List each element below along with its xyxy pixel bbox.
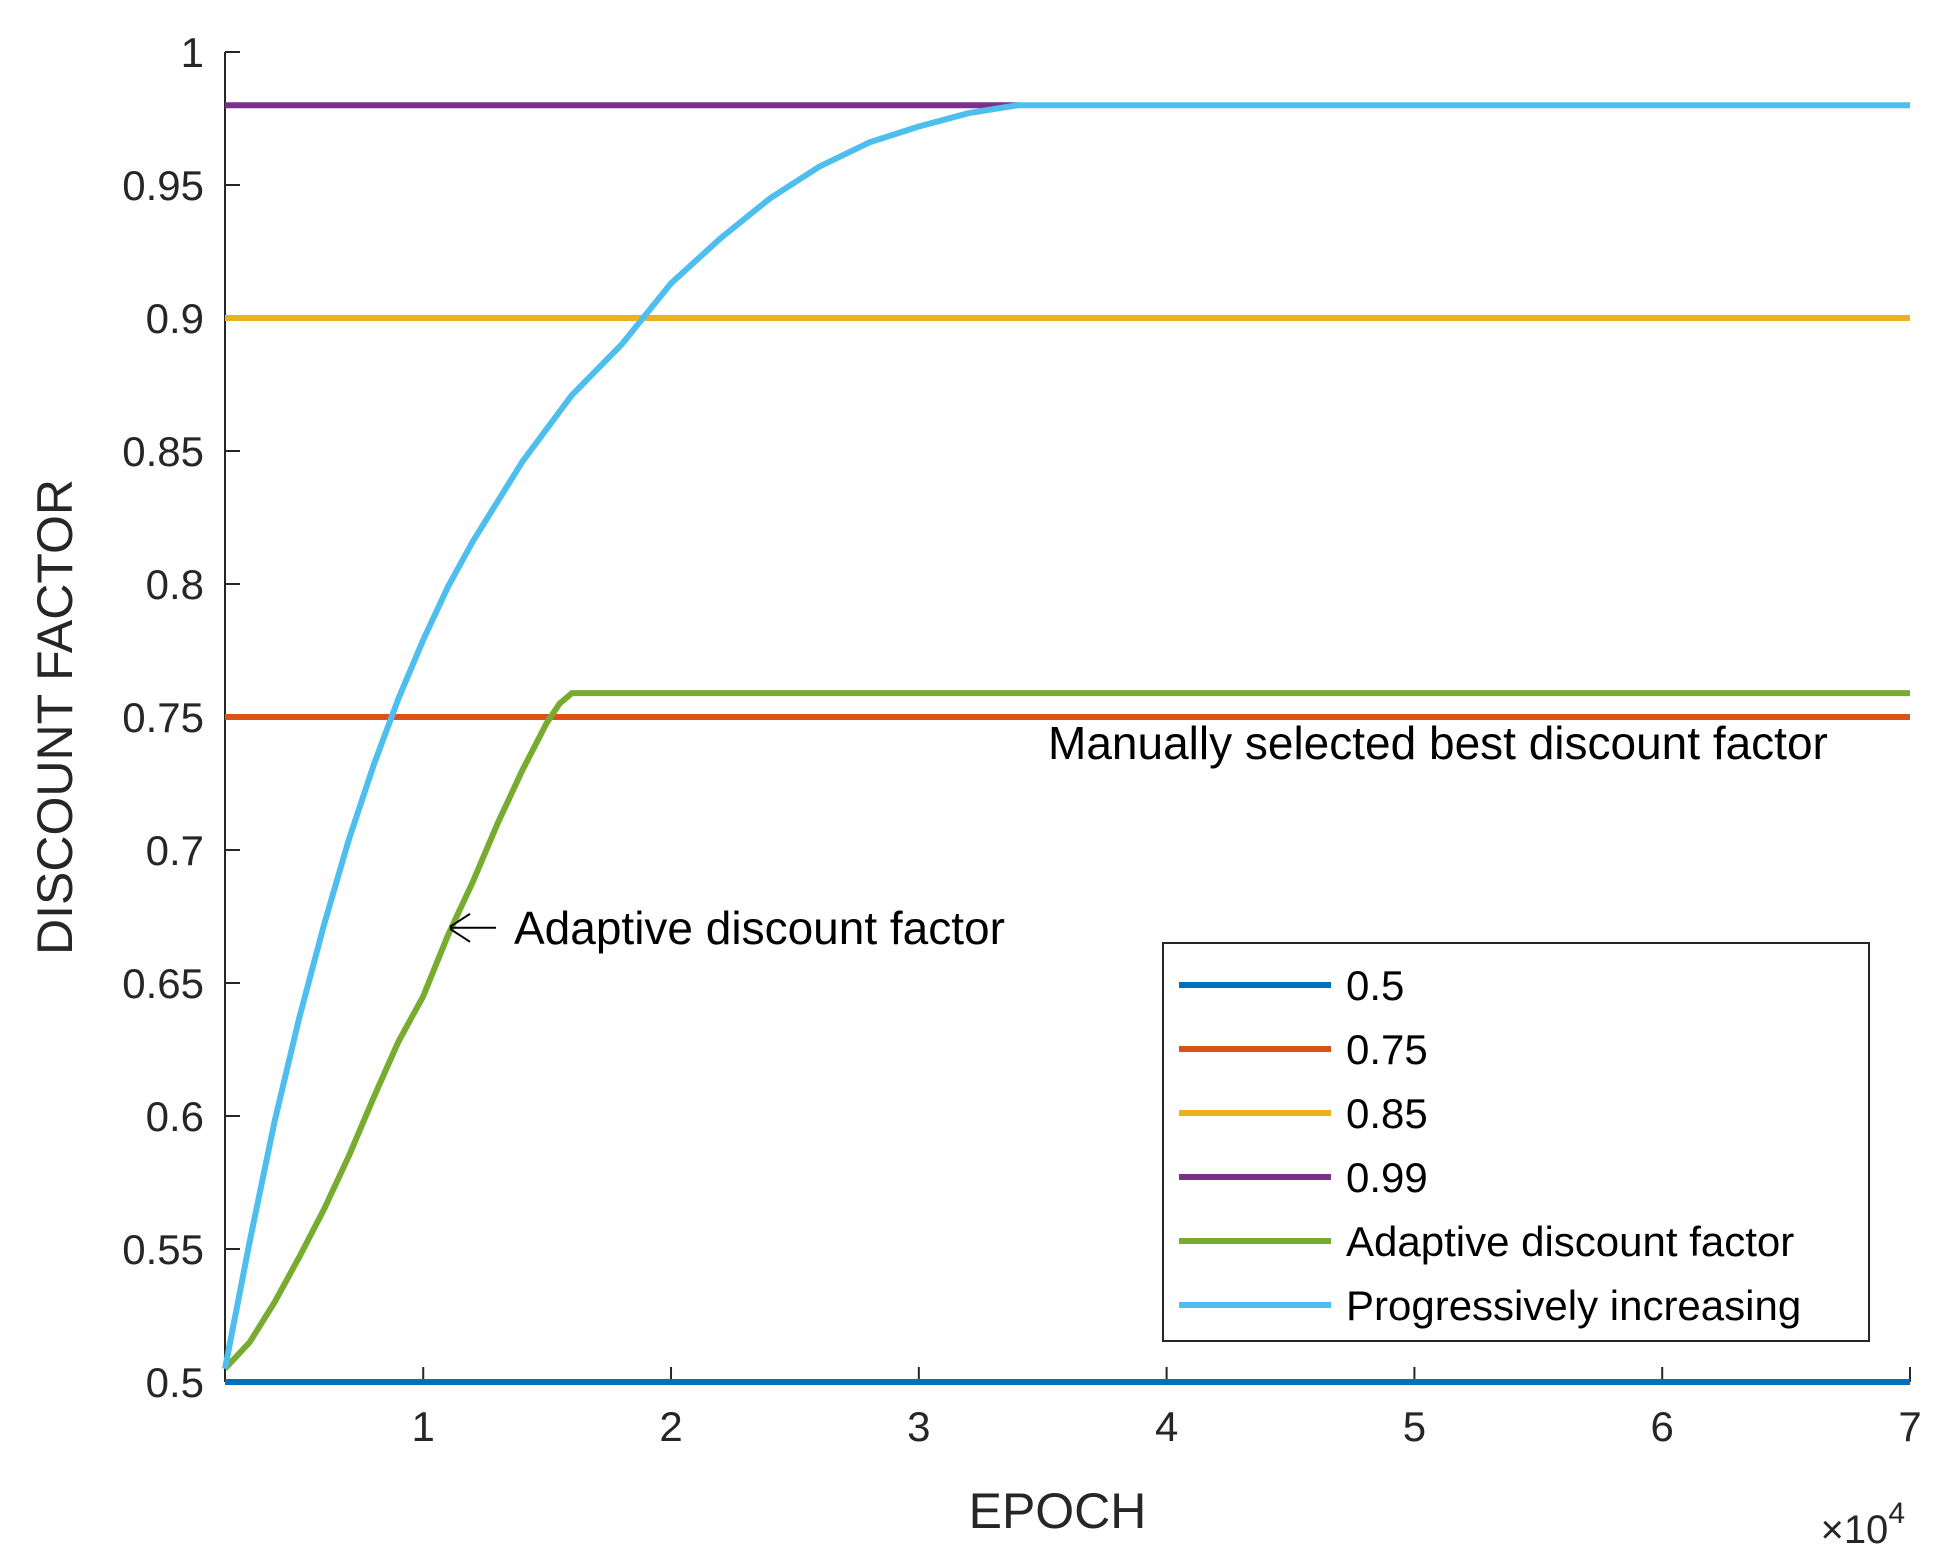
y-tick-label: 0.5 (146, 1359, 204, 1406)
annotation-arrow-head-top (449, 912, 471, 928)
y-tick-label: 0.55 (122, 1226, 204, 1273)
x-tick-label: 5 (1403, 1403, 1426, 1450)
x-axis-label: EPOCH (969, 1483, 1147, 1539)
series-line-6 (222, 102, 1910, 1370)
legend-label-3: 0.85 (1346, 1090, 1428, 1137)
x-tick-label: 6 (1651, 1403, 1674, 1450)
legend-label-1: 0.5 (1346, 962, 1404, 1009)
series-layer (222, 102, 1910, 1385)
annotation-arrow-head-bottom (449, 927, 471, 943)
annotation-adaptive: Adaptive discount factor (514, 902, 1005, 954)
legend: 0.5 0.75 0.85 0.99 Adaptive discount factor P… (1162, 942, 1870, 1342)
legend-label-6: Progressively increasing (1346, 1282, 1801, 1329)
series-line-5 (222, 690, 1910, 1371)
y-tick-label: 0.85 (122, 428, 204, 475)
x-tick-label: 1 (412, 1403, 435, 1450)
y-tick-label: 0.75 (122, 694, 204, 741)
y-tick-label: 0.6 (146, 1093, 204, 1140)
annotations: Manually selected best discount factor Ad… (449, 717, 1828, 954)
axes: 1 2 3 4 5 6 7 0.5 0.55 0.6 0.65 0.7 0.75 0.8 0.85 0.9 0.… (27, 29, 1922, 1552)
legend-box (1162, 942, 1870, 1342)
y-tick-label: 0.8 (146, 561, 204, 608)
legend-label-5: Adaptive discount factor (1346, 1218, 1794, 1265)
y-tick-label: 0.65 (122, 960, 204, 1007)
x-tick-label: 7 (1898, 1403, 1921, 1450)
legend-label-2: 0.75 (1346, 1026, 1428, 1073)
x-multiplier: ×104 (1820, 1497, 1905, 1552)
annotation-best-factor: Manually selected best discount factor (1048, 717, 1828, 769)
y-tick-label: 0.9 (146, 295, 204, 342)
y-tick-label: 0.95 (122, 162, 204, 209)
x-tick-label: 4 (1155, 1403, 1178, 1450)
y-axis-label: DISCOUNT FACTOR (27, 479, 83, 955)
x-tick-label: 3 (907, 1403, 930, 1450)
y-tick-label: 1 (181, 29, 204, 76)
x-tick-label: 2 (659, 1403, 682, 1450)
legend-label-4: 0.99 (1346, 1154, 1428, 1201)
y-tick-label: 0.7 (146, 827, 204, 874)
